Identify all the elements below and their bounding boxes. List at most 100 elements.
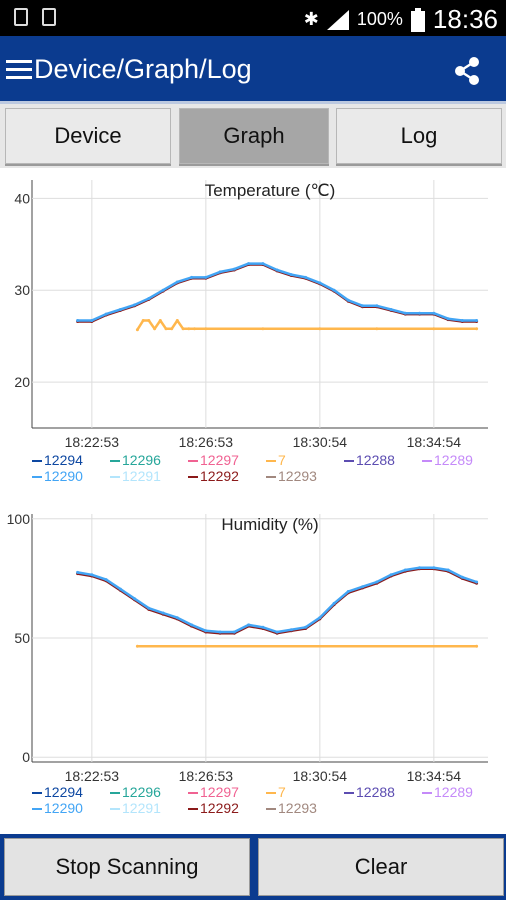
share-icon[interactable]: [452, 56, 482, 86]
data-point-12290: [218, 630, 222, 634]
legend-label: 12289: [434, 784, 473, 800]
data-point-12290: [418, 566, 422, 570]
data-point-12290: [446, 568, 450, 572]
legend-item-12293: 12293: [266, 468, 317, 484]
data-point-7: [147, 319, 151, 322]
tab-log[interactable]: Log: [336, 108, 502, 164]
data-point-12290: [289, 628, 293, 632]
data-point-12290: [361, 304, 365, 308]
data-point-12290: [432, 311, 436, 315]
graph-panel: 20 30 40 18:22:53 18:26:53 18:30:54 18:34:54 Te…: [0, 168, 506, 834]
legend-label: 12294: [44, 784, 83, 800]
legend-item-12290: 12290: [32, 468, 83, 484]
legend-item-12297: 12297: [188, 784, 239, 800]
data-point-7: [164, 327, 168, 331]
legend-swatch: [422, 792, 432, 795]
y-tick-label: 30: [14, 282, 30, 298]
legend-swatch: [266, 476, 276, 479]
legend-label: 12288: [356, 452, 395, 468]
legend-label: 12292: [200, 468, 239, 484]
legend-swatch: [32, 460, 42, 463]
data-point-12290: [275, 268, 279, 272]
data-point-12290: [204, 275, 208, 279]
battery-percent: 100%: [356, 9, 403, 29]
data-point-12290: [389, 573, 393, 577]
clear-button[interactable]: Clear: [258, 838, 504, 896]
legend-swatch: [344, 460, 354, 463]
data-point-12290: [76, 319, 80, 322]
data-point-12290: [304, 275, 308, 279]
data-point-12290: [175, 616, 179, 620]
data-point-12290: [375, 580, 379, 584]
data-point-12290: [204, 629, 208, 633]
y-tick-label: 0: [22, 749, 30, 765]
x-tick-label: 18:34:54: [407, 768, 462, 784]
data-point-7: [204, 327, 208, 331]
humidity-chart: 0 50 100 18:22:53 18:26:53 18:30:54 18:34:54 Hu…: [7, 511, 488, 784]
data-point-12290: [318, 616, 322, 620]
data-point-12290: [275, 630, 279, 634]
data-point-7: [475, 327, 479, 331]
data-point-12290: [375, 304, 379, 308]
y-tick-label: 100: [7, 511, 31, 527]
tab-device[interactable]: Device: [5, 108, 171, 164]
data-point-12290: [432, 566, 436, 570]
data-point-12290: [304, 625, 308, 629]
legend-label: 12294: [44, 452, 83, 468]
legend-item-12292: 12292: [188, 800, 239, 816]
data-point-7: [193, 327, 196, 331]
stop-scanning-button[interactable]: Stop Scanning: [4, 838, 250, 896]
legend-item-12292: 12292: [188, 468, 239, 484]
data-point-12290: [261, 625, 265, 629]
bluetooth-icon: ✱: [303, 9, 319, 29]
legend-label: 12291: [122, 800, 161, 816]
data-point-7: [135, 644, 139, 648]
data-point-7: [187, 327, 191, 331]
data-point-12290: [161, 611, 165, 615]
data-point-12290: [475, 319, 479, 322]
data-point-12290: [346, 298, 350, 302]
chart-title: Temperature (℃): [205, 181, 336, 200]
tab-bar: Device Graph Log: [0, 104, 506, 164]
page-title: Device/Graph/Log: [34, 54, 252, 84]
x-tick-label: 18:22:53: [65, 434, 120, 450]
data-point-12290: [446, 317, 450, 321]
data-point-7: [375, 327, 379, 331]
legend-item-12291: 12291: [110, 800, 161, 816]
temperature-chart: 20 30 40 18:22:53 18:26:53 18:30:54 18:34:54 Te…: [14, 180, 488, 450]
data-point-12290: [76, 570, 80, 574]
legend-swatch: [188, 792, 198, 795]
clock: 18:36: [432, 4, 498, 34]
legend-item-12297: 12297: [188, 452, 239, 468]
legend-label: 7: [278, 452, 286, 468]
data-point-12290: [104, 578, 108, 582]
data-point-12290: [247, 623, 251, 627]
data-point-12290: [190, 275, 194, 279]
legend-swatch: [32, 792, 42, 795]
data-point-12290: [147, 297, 151, 300]
x-tick-label: 18:26:53: [179, 768, 234, 784]
data-point-12290: [218, 270, 222, 274]
legend-item-7: 7: [266, 452, 286, 468]
y-tick-label: 50: [14, 630, 30, 646]
tab-graph[interactable]: Graph: [179, 108, 329, 164]
data-point-12290: [361, 585, 365, 589]
data-point-12290: [190, 623, 194, 627]
data-point-12290: [460, 319, 464, 322]
data-point-12290: [403, 311, 407, 315]
menu-icon[interactable]: [6, 60, 32, 80]
legend-label: 12291: [122, 468, 161, 484]
y-tick-label: 20: [14, 374, 30, 390]
legend-label: 12293: [278, 800, 317, 816]
data-point-7: [175, 319, 179, 322]
humidity-legend: 12294 12296 12297 7 12288 12289 12290 12291 1229…: [32, 784, 502, 820]
data-point-7: [141, 319, 145, 322]
legend-swatch: [32, 808, 42, 811]
data-point-12290: [90, 319, 94, 322]
legend-label: 12297: [200, 784, 239, 800]
data-point-12290: [118, 587, 122, 591]
legend-item-12293: 12293: [266, 800, 317, 816]
data-point-12290: [289, 273, 293, 277]
data-point-12290: [460, 575, 464, 579]
data-point-7: [432, 327, 436, 331]
